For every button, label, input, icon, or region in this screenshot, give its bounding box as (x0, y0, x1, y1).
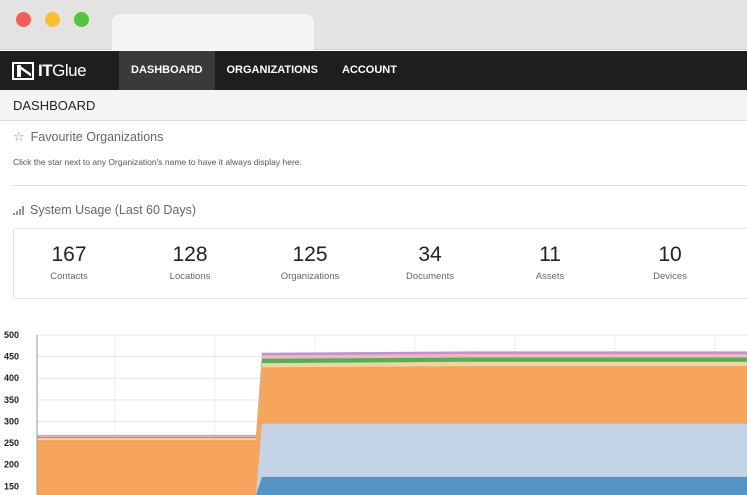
section-divider (13, 185, 747, 186)
close-window-button[interactable] (16, 12, 31, 27)
nav-dashboard[interactable]: DASHBOARD (119, 51, 215, 90)
stat-documents[interactable]: 34 Documents (370, 242, 490, 282)
usage-heading: System Usage (Last 60 Days) (13, 203, 196, 217)
stat-value: 11 (539, 243, 561, 266)
y-tick-label: 400 (4, 373, 19, 383)
stat-value: 125 (292, 243, 328, 266)
stat-organizations[interactable]: 125 Organizations (250, 242, 370, 282)
minimize-window-button[interactable] (45, 12, 60, 27)
usage-area-chart: 500 450 400 350 300 250 200 150 (4, 330, 747, 495)
nav-menu: DASHBOARD ORGANIZATIONS ACCOUNT (119, 51, 409, 90)
usage-stats-panel: 167 Contacts 128 Locations 125 Organizat… (13, 228, 747, 299)
stat-value: 34 (418, 243, 442, 266)
stat-locations[interactable]: 128 Locations (130, 242, 250, 282)
stat-label: Devices (653, 271, 687, 282)
area-series (37, 476, 747, 495)
nav-account[interactable]: ACCOUNT (341, 64, 397, 76)
stat-value: 167 (51, 243, 87, 266)
page-header: DASHBOARD (0, 90, 747, 121)
itglue-logo[interactable]: ITGlue (12, 60, 87, 82)
stat-value: 10 (658, 243, 682, 266)
browser-tab[interactable] (112, 14, 314, 50)
favourites-heading: ☆ Favourite Organizations (13, 129, 163, 145)
top-navbar: ITGlue DASHBOARD ORGANIZATIONS ACCOUNT (0, 51, 747, 90)
favourites-hint: Click the star next to any Organization'… (13, 157, 302, 167)
y-tick-label: 450 (4, 352, 19, 362)
y-tick-label: 150 (4, 481, 19, 491)
y-tick-label: 300 (4, 416, 19, 426)
stat-value: 128 (172, 243, 208, 266)
stat-devices[interactable]: 10 Devices (610, 242, 730, 282)
page-title: DASHBOARD (13, 98, 96, 113)
stat-label: Locations (169, 271, 211, 282)
logo-mark-icon (12, 62, 34, 80)
maximize-window-button[interactable] (74, 12, 89, 27)
stat-contacts[interactable]: 167 Contacts (9, 242, 129, 282)
stat-label: Assets (535, 271, 565, 282)
star-outline-icon: ☆ (13, 129, 25, 144)
stat-label: Contacts (50, 271, 88, 282)
browser-chrome (0, 0, 747, 50)
stat-label: Documents (405, 271, 455, 282)
y-tick-label: 200 (4, 460, 19, 470)
stat-label: Organizations (280, 271, 340, 282)
signal-bars-icon (13, 205, 24, 215)
stat-assets[interactable]: 11 Assets (490, 242, 610, 282)
favourites-title: Favourite Organizations (30, 130, 164, 144)
y-tick-label: 500 (4, 330, 19, 340)
y-tick-label: 350 (4, 395, 19, 405)
y-tick-label: 250 (4, 438, 19, 448)
usage-title: System Usage (Last 60 Days) (30, 203, 197, 217)
logo-text: ITGlue (38, 61, 87, 80)
nav-organizations[interactable]: ORGANIZATIONS (226, 64, 318, 76)
